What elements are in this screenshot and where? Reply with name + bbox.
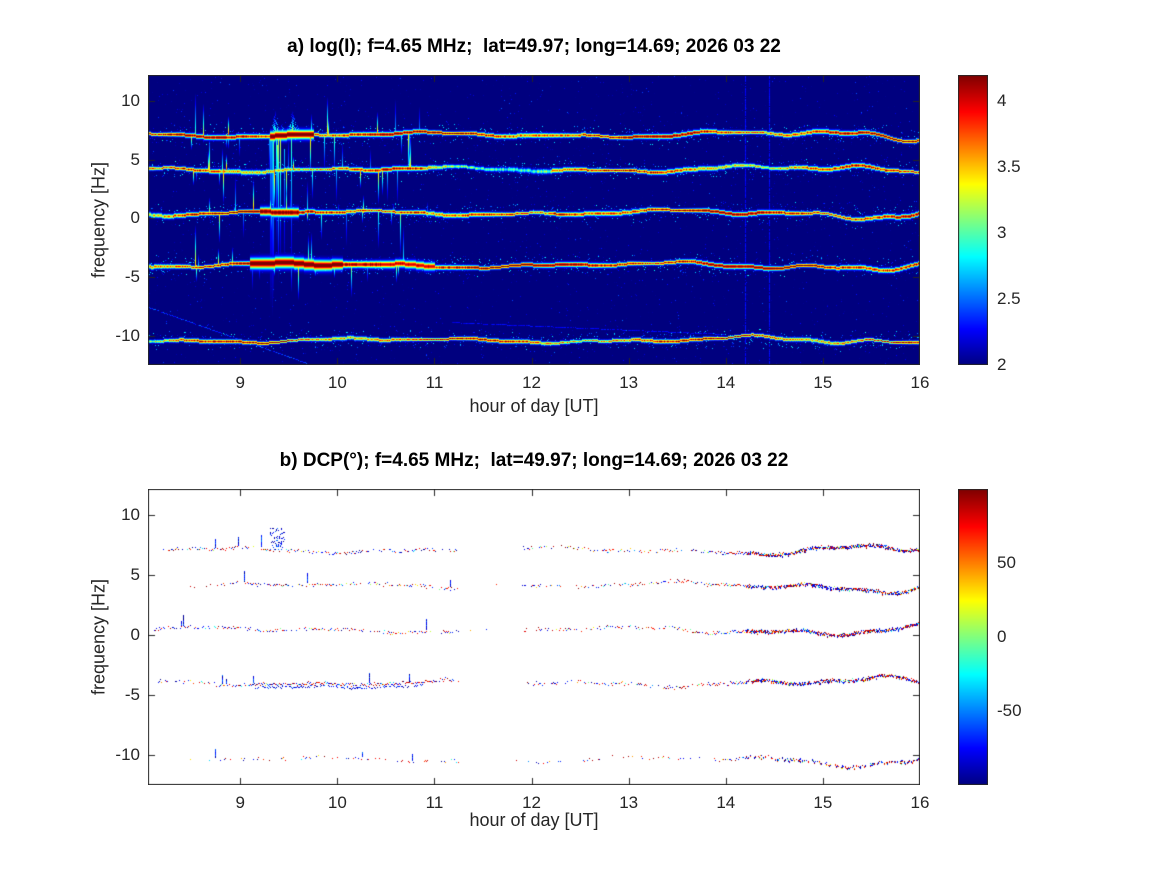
panel-b-spectrogram <box>148 489 920 785</box>
panel-b-y-tick-label: -10 <box>115 745 140 765</box>
panel-a-x-tick-label: 11 <box>425 373 444 392</box>
panel-a-xlabel: hour of day [UT] <box>469 396 599 416</box>
panel-a-ylabel: frequency [Hz] <box>88 161 109 279</box>
panel-a-x-tick-label: 15 <box>813 373 833 392</box>
panel-a-x-tick-label: 12 <box>522 373 542 392</box>
panel-a-y-tick-label: -10 <box>115 325 140 345</box>
panel-a-x-tick-label: 10 <box>327 373 347 392</box>
panel-b-y-tick-label: 10 <box>121 505 140 525</box>
panel-b-xlabel: hour of day [UT] <box>469 810 599 830</box>
panel-b-colorbar <box>958 489 988 785</box>
panel-a-x-tick-label: 16 <box>910 373 930 392</box>
panel-b-colorbar-tick-label: -50 <box>997 701 1022 720</box>
panel-a-y-tick-label: 10 <box>121 90 140 110</box>
panel-a-colorbar-tick-label: 4 <box>997 91 1007 111</box>
panel-a-colorbar <box>958 75 988 365</box>
panel-a-title: a) log(I); f=4.65 MHz; lat=49.97; long=1… <box>287 36 781 57</box>
panel-a-x-tick-label: 9 <box>235 373 245 392</box>
panel-a-x-tick-label: 13 <box>619 373 639 392</box>
panel-a-colorbar-tick-label: 3 <box>997 223 1007 243</box>
panel-a-colorbar-tick-label: 2 <box>997 355 1007 374</box>
panel-a-colorbar-tick-label: 3.5 <box>997 157 1021 177</box>
panel-b-colorbar-tick-label: 0 <box>997 627 1007 646</box>
panel-a-spectrogram <box>148 75 920 365</box>
panel-b-ylabel: frequency [Hz] <box>88 578 109 696</box>
panel-a-colorbar-tick-label: 2.5 <box>997 289 1021 309</box>
panel-b-colorbar-tick-label: 50 <box>997 553 1016 572</box>
panel-a-x-tick-label: 14 <box>716 373 736 392</box>
panel-b-title: b) DCP(°); f=4.65 MHz; lat=49.97; long=1… <box>279 450 789 471</box>
